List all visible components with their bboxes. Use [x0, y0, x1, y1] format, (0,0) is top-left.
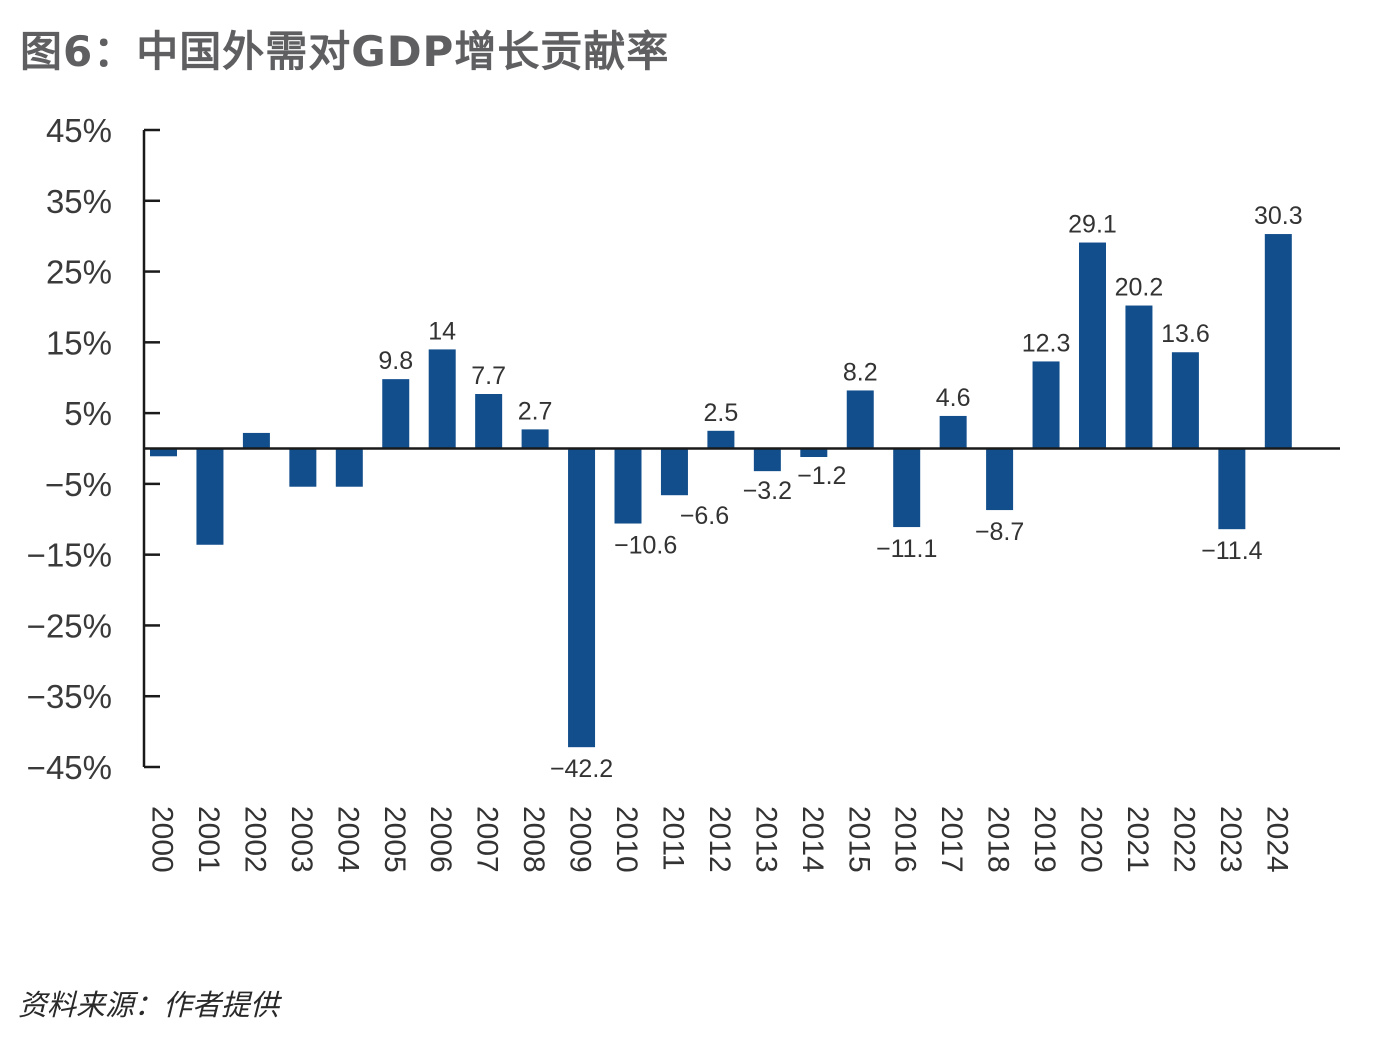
bar-2004: [335, 448, 363, 487]
x-tick-label: 2005: [378, 806, 411, 873]
x-tick-label: 2001: [192, 806, 225, 873]
x-tick-label: 2020: [1075, 806, 1108, 873]
y-tick-label: 45%: [46, 112, 112, 149]
x-tick-label: 2021: [1121, 806, 1154, 873]
data-label: −11.4: [1201, 537, 1262, 565]
data-label: −11.1: [876, 535, 937, 563]
y-tick-label: −35%: [27, 678, 112, 715]
bar-2009: [568, 448, 596, 748]
bar-2016: [893, 448, 921, 528]
x-tick-label: 2023: [1214, 806, 1247, 873]
bar-2020: [1079, 242, 1106, 449]
data-label: 2.5: [704, 399, 739, 427]
bar-2023: [1218, 448, 1246, 530]
y-tick-label: 35%: [46, 183, 112, 220]
x-tick-label: 2014: [796, 806, 829, 873]
y-tick-label: −15%: [27, 537, 112, 574]
y-tick-label: 25%: [46, 254, 112, 291]
y-tick-label: 15%: [46, 324, 112, 361]
data-label: −6.6: [680, 502, 729, 530]
bar-2021: [1125, 305, 1153, 449]
bar-2003: [289, 448, 317, 487]
bar-2002: [242, 432, 270, 449]
bar-2008: [521, 429, 549, 449]
x-tick-label: 2006: [424, 806, 457, 873]
y-axis: 45% 35% 25% 15% 5% −5% −15% −25% −35% −45%: [27, 112, 160, 786]
data-label: 4.6: [936, 384, 971, 412]
y-tick-label: −5%: [45, 466, 112, 503]
data-label: 9.8: [378, 347, 413, 375]
bar-2017: [939, 415, 967, 449]
bar-2001: [196, 448, 224, 545]
x-tick-label: 2003: [285, 806, 318, 873]
bar-2005: [382, 379, 410, 449]
x-tick-label: 2008: [517, 806, 550, 873]
data-label: 13.6: [1161, 320, 1210, 348]
data-label: 7.7: [471, 362, 506, 390]
x-axis-labels: 2000 2001 2002 2003 2004 2005 2006 2007 2008 2009…: [146, 806, 1294, 873]
data-label: 30.3: [1254, 202, 1303, 230]
x-tick-label: 2018: [982, 806, 1015, 873]
source-note: 资料来源：作者提供: [18, 988, 280, 1022]
y-tick-label: −25%: [27, 607, 112, 644]
bar-2011: [660, 448, 688, 496]
data-label: 29.1: [1068, 211, 1117, 239]
data-labels: 9.8 14 7.7 2.7 −42.2 −10.6−6.6 2.5 −3.2−1.2 8.2 −…: [378, 202, 1302, 783]
data-label: −42.2: [550, 755, 613, 783]
data-label: 2.7: [518, 397, 553, 425]
bar-2014: [800, 448, 828, 457]
x-tick-label: 2009: [564, 806, 597, 873]
bar-2024: [1264, 234, 1292, 449]
x-tick-label: 2016: [889, 806, 922, 873]
bar-2015: [846, 390, 874, 449]
y-tick-label: −45%: [27, 749, 112, 786]
bar-2007: [475, 394, 503, 449]
bar-2018: [986, 448, 1014, 511]
x-tick-label: 2004: [331, 806, 364, 873]
x-tick-label: 2019: [1028, 806, 1061, 873]
data-label: 20.2: [1115, 274, 1164, 302]
x-tick-label: 2012: [703, 806, 736, 873]
bar-2013: [753, 448, 781, 472]
bar-chart: 45% 35% 25% 15% 5% −5% −15% −25% −35% −45% 9.8 14 7…: [27, 112, 1340, 873]
x-tick-label: 2013: [749, 806, 782, 873]
x-tick-label: 2010: [610, 806, 643, 873]
y-tick-label: 5%: [64, 395, 112, 432]
chart-title: 图6：中国外需对GDP增长贡献率: [20, 27, 670, 76]
x-tick-label: 2015: [842, 806, 875, 873]
bar-2012: [707, 430, 735, 449]
x-tick-label: 2022: [1167, 806, 1200, 873]
bar-2022: [1171, 352, 1199, 449]
x-tick-label: 2011: [656, 806, 689, 871]
data-label: 14: [428, 317, 456, 345]
data-label: −10.6: [614, 532, 677, 560]
data-label: 12.3: [1022, 329, 1071, 357]
bar-2006: [428, 349, 456, 449]
bar-2010: [614, 448, 642, 524]
data-label: −8.7: [975, 518, 1024, 546]
bar-2019: [1032, 361, 1060, 449]
data-label: 8.2: [843, 358, 878, 386]
bar-2000: [150, 448, 177, 457]
x-tick-label: 2017: [935, 806, 968, 873]
x-tick-label: 2002: [238, 806, 271, 873]
data-label: −3.2: [743, 477, 792, 505]
x-tick-label: 2000: [146, 806, 179, 873]
x-tick-label: 2007: [471, 806, 504, 873]
bars: [150, 234, 1292, 748]
data-label: −1.2: [797, 462, 846, 490]
x-tick-label: 2024: [1260, 806, 1293, 873]
